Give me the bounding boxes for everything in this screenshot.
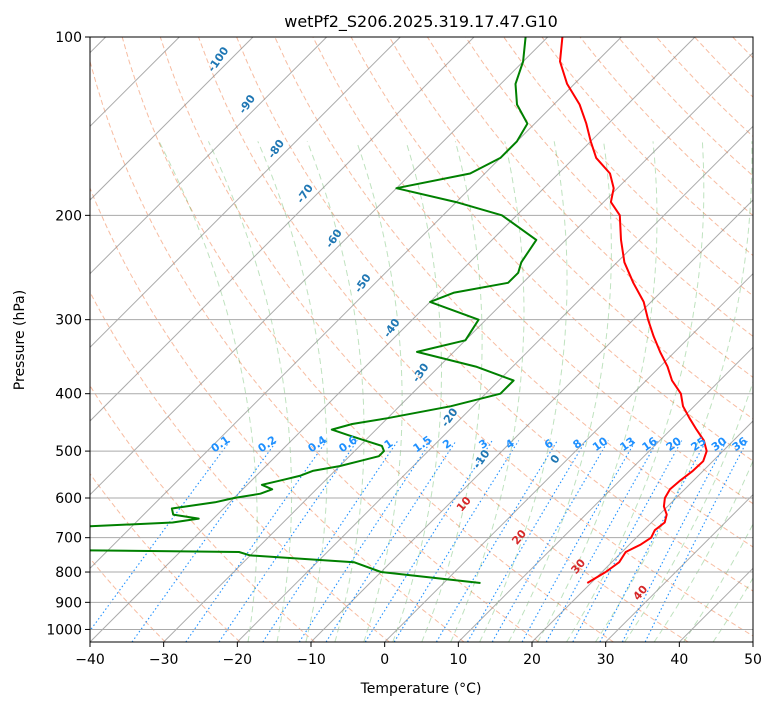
y-tick-label: 800 <box>55 565 82 581</box>
y-tick-label: 100 <box>55 30 82 46</box>
y-tick-label: 500 <box>55 444 82 460</box>
dry-adiabat-line <box>236 37 753 592</box>
isotherm-line <box>90 37 622 570</box>
dry-adiabat-line <box>121 37 614 642</box>
x-tick-label: 0 <box>380 652 389 668</box>
dry-adiabat-line <box>503 37 753 297</box>
x-axis-label: Temperature (°C) <box>360 681 482 697</box>
y-tick-label: 1000 <box>46 622 82 638</box>
mixing-ratio-line <box>90 440 231 632</box>
mixing-ratio-line <box>185 440 328 642</box>
isotherm-line <box>90 37 549 496</box>
y-tick-label: 700 <box>55 531 82 547</box>
mixing-ratio-line <box>491 440 609 642</box>
profile-lines <box>90 37 708 584</box>
isotherm-line <box>90 37 401 349</box>
dry-adiabat-line <box>90 557 166 642</box>
y-axis: 100 200 300 400 500 600 700 800 900 1000 <box>46 30 90 638</box>
isotherm-line <box>90 37 696 642</box>
mixing-ratio-line <box>545 440 659 642</box>
mixing-ratio-line <box>325 440 457 642</box>
y-tick-label: 900 <box>55 595 82 611</box>
isotherm-line <box>90 37 475 422</box>
x-tick-label: −10 <box>296 652 326 668</box>
dry-adiabat-line <box>90 472 241 642</box>
dry-adiabat-line <box>350 37 753 462</box>
chart-title: wetPf2_S206.2025.319.17.47.G10 <box>284 12 558 32</box>
dry-adiabat-line <box>90 384 316 642</box>
x-tick-label: 20 <box>523 652 541 668</box>
temperature-profile <box>559 37 708 584</box>
y-tick-label: 400 <box>55 387 82 403</box>
x-tick-label: −30 <box>149 652 179 668</box>
isotherm-line <box>90 37 328 275</box>
dry-adiabat-line <box>90 59 540 642</box>
isobar-gridlines <box>90 37 753 630</box>
isotherm-line <box>384 272 753 642</box>
mixing-ratio-line <box>435 440 558 642</box>
mixing-ratio-line <box>131 440 278 642</box>
isotherm-line <box>531 420 753 642</box>
y-tick-label: 300 <box>55 313 82 329</box>
dry-adiabat-line <box>198 37 753 637</box>
mixing-ratio-line <box>262 440 399 642</box>
isotherm-line <box>310 199 753 642</box>
x-tick-label: 50 <box>744 652 762 668</box>
x-tick-label: −20 <box>223 652 253 668</box>
mixing-ratio-line <box>298 440 432 642</box>
dry-adiabat-line <box>159 37 689 642</box>
dry-adiabat-line <box>90 186 465 642</box>
dry-adiabat-line <box>90 291 390 642</box>
isotherm-line <box>605 493 753 642</box>
x-tick-label: −40 <box>75 652 105 668</box>
isotherm-line <box>90 37 254 201</box>
mixing-ratio-line <box>364 440 493 642</box>
mixing-ratio-line <box>393 440 520 642</box>
mixing-ratio-line <box>644 440 748 642</box>
dewpoint-profile <box>90 37 538 584</box>
plot-frame <box>89 36 754 643</box>
x-tick-label: 30 <box>597 652 615 668</box>
mixing-ratio-line <box>467 440 587 642</box>
x-axis: −40 −30 −20 −10 0 10 20 30 40 50 <box>75 642 762 668</box>
isotherm-line <box>236 125 753 642</box>
dry-adiabat-line <box>274 37 753 548</box>
x-tick-label: 10 <box>449 652 467 668</box>
dry-adiabat-line <box>426 37 753 378</box>
mixing-ratio-line <box>572 440 683 642</box>
y-axis-label: Pressure (hPa) <box>12 290 28 390</box>
mixing-ratio-line <box>521 440 637 642</box>
y-tick-label: 600 <box>55 491 82 507</box>
isotherm-line <box>457 346 753 642</box>
y-tick-label: 200 <box>55 208 82 224</box>
x-tick-label: 40 <box>670 652 688 668</box>
